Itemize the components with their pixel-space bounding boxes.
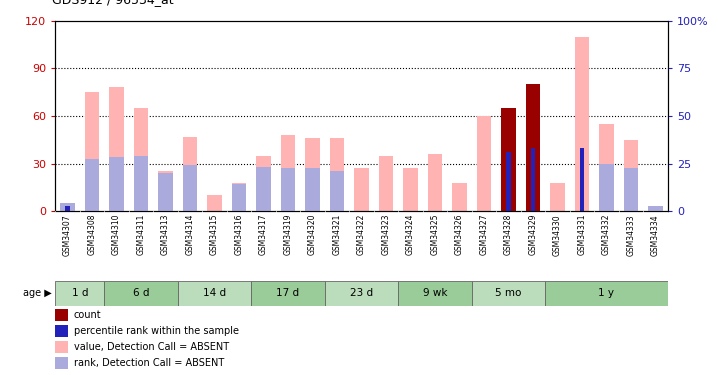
- Text: 1 y: 1 y: [599, 288, 615, 298]
- Bar: [526, 84, 541, 211]
- Bar: [648, 206, 663, 211]
- Text: 23 d: 23 d: [350, 288, 373, 298]
- Bar: [65, 206, 70, 211]
- Text: GSM34321: GSM34321: [332, 214, 342, 255]
- Bar: [404, 168, 418, 211]
- Text: GSM34310: GSM34310: [112, 214, 121, 255]
- Text: GSM34308: GSM34308: [88, 214, 96, 255]
- Bar: [550, 183, 565, 211]
- Bar: [251, 280, 325, 306]
- Bar: [256, 166, 271, 211]
- Text: GSM34319: GSM34319: [284, 214, 292, 255]
- Text: GSM34326: GSM34326: [455, 214, 464, 255]
- Bar: [178, 280, 251, 306]
- Bar: [599, 124, 614, 211]
- Text: age ▶: age ▶: [23, 288, 52, 298]
- Text: 5 mo: 5 mo: [495, 288, 522, 298]
- Text: GSM34329: GSM34329: [528, 214, 538, 255]
- Bar: [158, 173, 173, 211]
- Bar: [134, 108, 149, 211]
- Bar: [60, 203, 75, 211]
- Bar: [104, 280, 178, 306]
- Bar: [85, 92, 99, 211]
- Text: GSM34323: GSM34323: [381, 214, 391, 255]
- Text: GSM34311: GSM34311: [136, 214, 146, 255]
- Text: GSM34324: GSM34324: [406, 214, 415, 255]
- Bar: [354, 168, 369, 211]
- Bar: [281, 168, 295, 211]
- Bar: [134, 156, 149, 211]
- Bar: [472, 280, 545, 306]
- Text: 14 d: 14 d: [203, 288, 226, 298]
- Text: GSM34322: GSM34322: [357, 214, 366, 255]
- Bar: [330, 138, 345, 211]
- Bar: [325, 280, 398, 306]
- Text: rank, Detection Call = ABSENT: rank, Detection Call = ABSENT: [74, 358, 224, 368]
- Bar: [232, 184, 246, 211]
- Bar: [398, 280, 472, 306]
- Text: GSM34330: GSM34330: [553, 214, 562, 255]
- Bar: [506, 152, 510, 211]
- Bar: [599, 164, 614, 211]
- Bar: [428, 154, 442, 211]
- Bar: [545, 280, 668, 306]
- Bar: [648, 208, 663, 211]
- Bar: [182, 165, 197, 211]
- Text: GSM34333: GSM34333: [627, 214, 635, 255]
- Bar: [624, 140, 638, 211]
- Text: 17 d: 17 d: [276, 288, 299, 298]
- Bar: [158, 171, 173, 211]
- Bar: [232, 183, 246, 211]
- Bar: [330, 171, 345, 211]
- Text: 6 d: 6 d: [133, 288, 149, 298]
- Text: GSM34313: GSM34313: [161, 214, 170, 255]
- Text: value, Detection Call = ABSENT: value, Detection Call = ABSENT: [74, 342, 229, 352]
- Text: GDS912 / 96534_at: GDS912 / 96534_at: [52, 0, 173, 6]
- Bar: [208, 195, 222, 211]
- Text: GSM34334: GSM34334: [651, 214, 660, 255]
- Text: GSM34320: GSM34320: [308, 214, 317, 255]
- Bar: [526, 208, 541, 211]
- Text: GSM34331: GSM34331: [577, 214, 587, 255]
- Text: GSM34317: GSM34317: [259, 214, 268, 255]
- Bar: [452, 183, 467, 211]
- Bar: [256, 156, 271, 211]
- Text: 9 wk: 9 wk: [423, 288, 447, 298]
- Bar: [305, 168, 320, 211]
- Text: GSM34314: GSM34314: [185, 214, 195, 255]
- Bar: [501, 208, 516, 211]
- Text: GSM34316: GSM34316: [235, 214, 243, 255]
- Bar: [109, 87, 124, 211]
- Bar: [182, 136, 197, 211]
- Bar: [531, 148, 535, 211]
- Bar: [109, 157, 124, 211]
- Text: count: count: [74, 310, 101, 320]
- Text: GSM34325: GSM34325: [431, 214, 439, 255]
- Bar: [574, 36, 589, 211]
- Bar: [305, 138, 320, 211]
- Bar: [580, 148, 584, 211]
- Bar: [378, 156, 393, 211]
- Bar: [477, 116, 491, 211]
- Bar: [501, 108, 516, 211]
- Bar: [55, 280, 104, 306]
- Bar: [624, 168, 638, 211]
- Text: 1 d: 1 d: [72, 288, 88, 298]
- Text: GSM34332: GSM34332: [602, 214, 611, 255]
- Bar: [60, 203, 75, 211]
- Bar: [281, 135, 295, 211]
- Bar: [85, 159, 99, 211]
- Text: GSM34328: GSM34328: [504, 214, 513, 255]
- Text: GSM34315: GSM34315: [210, 214, 219, 255]
- Text: percentile rank within the sample: percentile rank within the sample: [74, 326, 239, 336]
- Text: GSM34327: GSM34327: [480, 214, 488, 255]
- Text: GSM34307: GSM34307: [63, 214, 72, 255]
